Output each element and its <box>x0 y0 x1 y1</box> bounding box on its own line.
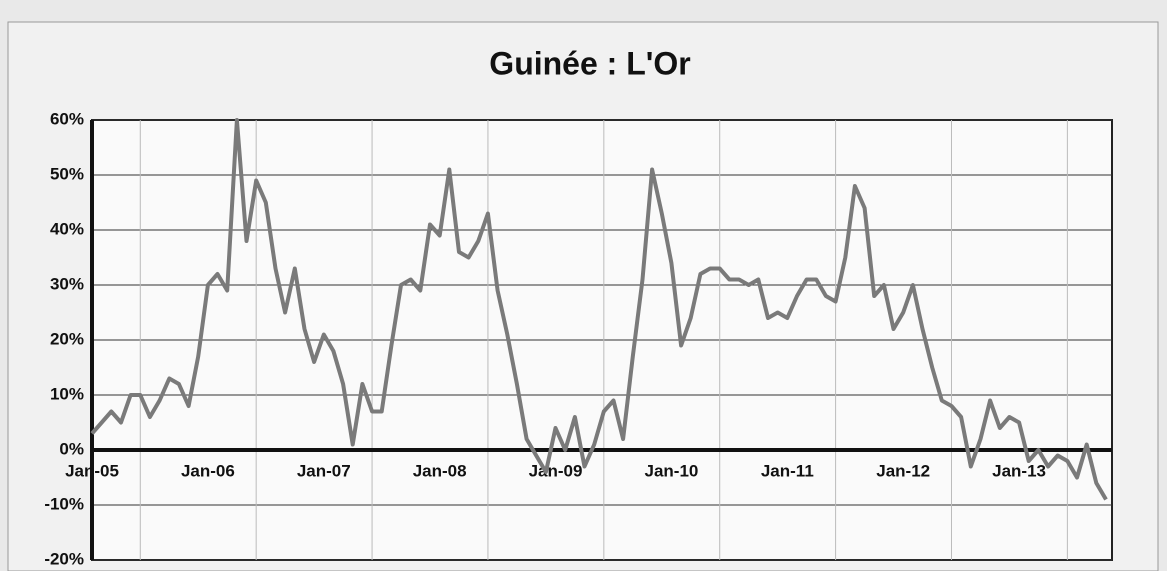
y-tick-label: -20% <box>44 549 84 568</box>
x-tick-label: Jan-08 <box>413 461 467 480</box>
x-tick-label: Jan-09 <box>529 461 583 480</box>
y-tick-label: 0% <box>59 439 84 458</box>
y-tick-label: 50% <box>50 164 84 183</box>
y-tick-label: 10% <box>50 384 84 403</box>
x-tick-label: Jan-07 <box>297 461 351 480</box>
y-tick-label: -10% <box>44 494 84 513</box>
y-tick-label: 60% <box>50 109 84 128</box>
x-tick-label: Jan-11 <box>761 461 814 480</box>
y-tick-label: 30% <box>50 274 84 293</box>
chart-title: Guinée : L'Or <box>489 45 690 81</box>
x-tick-label: Jan-13 <box>992 461 1046 480</box>
data-line <box>90 118 1108 501</box>
y-tick-label: 20% <box>50 329 84 348</box>
y-tick-label: 40% <box>50 219 84 238</box>
x-tick-label: Jan-06 <box>181 461 235 480</box>
x-tick-label: Jan-12 <box>876 461 930 480</box>
x-tick-label: Jan-10 <box>644 461 698 480</box>
